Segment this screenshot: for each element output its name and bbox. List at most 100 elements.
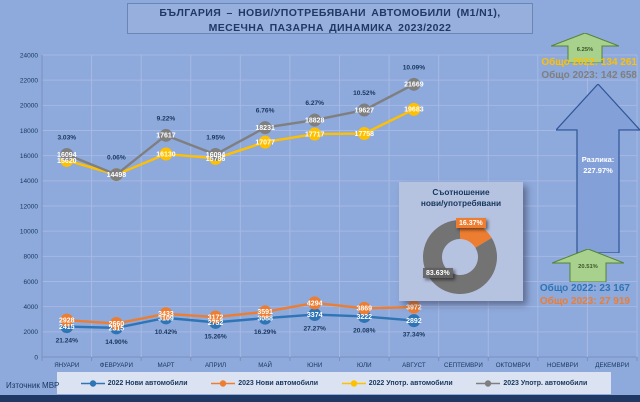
y-axis-label: 0 <box>34 354 38 361</box>
difference-label-line2: 227.97% <box>583 166 613 175</box>
x-axis-label: СЕПТЕМВРИ <box>444 362 483 369</box>
data-label: 3172 <box>208 314 224 321</box>
legend-item-label: 2022 Нови автомобили <box>107 379 188 387</box>
y-axis-label: 14000 <box>20 178 38 185</box>
data-point <box>209 310 223 324</box>
growth-label-used: 0.06% <box>107 155 126 162</box>
legend-item-label: 2023 Нови автомобили <box>238 379 318 387</box>
data-label: 2415 <box>59 324 75 331</box>
y-axis-label: 16000 <box>20 153 38 160</box>
bottom-bar <box>0 395 640 402</box>
data-label: 17077 <box>255 140 275 147</box>
x-axis-label: ЮНИ <box>307 362 322 369</box>
y-axis-label: 4000 <box>24 304 39 311</box>
new-total-2022: Общо 2022: 23 167 <box>539 283 630 294</box>
data-point <box>407 314 421 328</box>
legend-marker-icon <box>211 379 236 387</box>
data-point <box>60 147 74 161</box>
page-title-line1: БЪЛГАРИЯ – НОВИ/УПОТРЕБЯВАНИ АВТОМОБИЛИ … <box>159 7 501 19</box>
growth-label-new: 16.29% <box>254 329 277 336</box>
data-label: 2928 <box>59 318 75 325</box>
legend-item: 2022 Нови автомобили <box>80 379 188 388</box>
donut-title: Съотношение нови/употребявани <box>399 187 523 208</box>
growth-label-used: 6.76% <box>256 108 275 115</box>
data-point <box>357 103 371 117</box>
y-axis-label: 8000 <box>24 254 39 261</box>
data-point <box>357 127 371 141</box>
data-label: 3591 <box>257 309 273 316</box>
data-label: 15786 <box>206 156 226 163</box>
legend-item: 2023 Нови автомобили <box>211 379 318 388</box>
x-axis-label: ДЕКЕМВРИ <box>595 362 629 369</box>
growth-label-used: 1.95% <box>206 134 225 141</box>
data-point <box>308 127 322 141</box>
series-line <box>66 313 414 330</box>
difference-label-line1: Разлика: <box>581 155 615 164</box>
y-axis-label: 24000 <box>20 52 38 59</box>
x-axis-label: ОКТОМВРИ <box>496 362 531 369</box>
data-point <box>407 102 421 116</box>
x-axis-label: МАРТ <box>157 362 174 369</box>
data-label: 19627 <box>355 107 375 114</box>
data-label: 2752 <box>208 320 224 327</box>
x-axis-label: АПРИЛ <box>205 362 226 369</box>
data-label: 16094 <box>206 152 226 159</box>
legend-item-label: 2022 Употр. автомобили <box>368 379 453 387</box>
data-label: 2315 <box>109 325 125 332</box>
data-point <box>60 313 74 327</box>
page-title-line2: МЕСЕЧНА ПАЗАРНА ДИНАМИКА 2023/2022 <box>208 22 452 34</box>
donut-label-new: 16.37% <box>456 218 486 228</box>
legend-marker-icon <box>80 379 105 387</box>
growth-label-new: 20.08% <box>353 327 376 334</box>
source-label: Източник МВР <box>6 381 60 390</box>
data-label: 3374 <box>307 312 323 319</box>
x-axis-label: ЯНУАРИ <box>54 362 79 369</box>
data-label: 15620 <box>57 158 77 165</box>
growth-label-new: 21.24% <box>56 338 79 345</box>
data-point <box>258 121 272 135</box>
growth-label-used: 6.27% <box>305 100 324 107</box>
growth-label-new: 14.90% <box>105 339 128 346</box>
x-axis-label: НОЕМВРИ <box>547 362 578 369</box>
data-label: 3222 <box>357 314 373 321</box>
donut-panel: Съотношение нови/употребявани 16.37% 83.… <box>399 182 523 301</box>
difference-arrow: Разлика: 227.97% <box>554 83 640 254</box>
series-line <box>66 301 414 325</box>
data-point <box>258 305 272 319</box>
data-label: 18231 <box>255 125 275 132</box>
growth-label-used: 3.03% <box>57 134 76 141</box>
y-axis-label: 20000 <box>20 103 38 110</box>
legend-item-label: 2023 Употр. автомобили <box>503 379 588 387</box>
data-point <box>209 147 223 161</box>
growth-label-used: 9.22% <box>157 115 176 122</box>
donut-label-used: 83.63% <box>423 268 453 278</box>
data-point <box>407 300 421 314</box>
series-line <box>66 108 415 176</box>
used-totals: Общо 2022: 134 261 Общо 2023: 142 658 <box>541 57 637 82</box>
legend-item: 2022 Употр. автомобили <box>341 379 453 388</box>
data-label: 3972 <box>406 304 422 311</box>
data-label: 3109 <box>158 315 174 322</box>
growth-label-new: 10.42% <box>155 329 178 336</box>
data-label: 17717 <box>305 131 325 138</box>
growth-label-used: 10.09% <box>403 64 426 71</box>
data-point <box>308 308 322 322</box>
data-point <box>308 113 322 127</box>
data-point <box>109 317 123 331</box>
data-point <box>109 168 123 182</box>
legend-item: 2023 Употр. автомобили <box>476 379 587 388</box>
data-label: 3433 <box>158 311 174 318</box>
series-line <box>66 83 415 176</box>
y-axis-label: 18000 <box>20 128 38 135</box>
data-point <box>407 77 421 91</box>
growth-label-new: 37.34% <box>403 332 426 339</box>
y-axis-label: 6000 <box>24 279 39 286</box>
data-label: 18828 <box>305 117 325 124</box>
data-label: 14498 <box>107 172 127 179</box>
donut-title-line2: нови/употребявани <box>420 197 502 208</box>
growth-label-new: 27.27% <box>304 326 327 333</box>
data-label: 21669 <box>404 82 424 89</box>
data-label: 16094 <box>57 152 77 159</box>
data-label: 3869 <box>357 306 373 313</box>
